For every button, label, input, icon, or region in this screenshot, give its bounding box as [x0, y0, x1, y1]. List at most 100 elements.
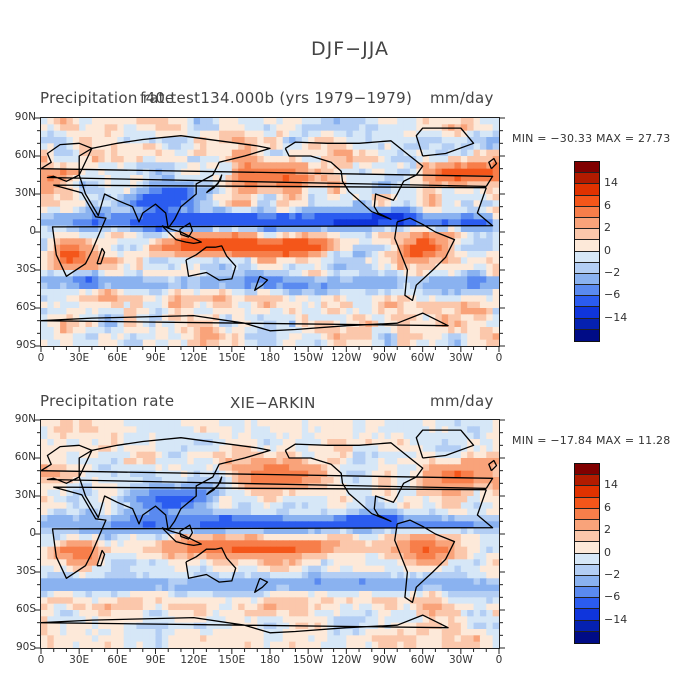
field-cell — [212, 591, 220, 598]
field-cell — [270, 521, 277, 529]
field-cell — [371, 200, 379, 208]
field-cell — [460, 458, 468, 465]
field-cell — [467, 470, 475, 478]
field-cell — [441, 489, 449, 497]
field-cell — [155, 470, 163, 478]
field-cell — [403, 225, 411, 233]
field-cell — [486, 187, 494, 195]
field-cell — [467, 333, 475, 341]
field-cell — [123, 578, 131, 586]
field-cell — [244, 553, 252, 560]
field-cell — [60, 238, 68, 246]
field-cell — [429, 420, 436, 427]
field-cell — [448, 502, 456, 510]
field-cell — [371, 257, 379, 265]
field-cell — [422, 168, 430, 176]
field-cell — [91, 521, 99, 529]
field-cell — [333, 603, 341, 611]
field-cell — [289, 439, 297, 446]
field-cell — [155, 206, 163, 214]
field-cell — [384, 130, 392, 138]
field-cell — [365, 508, 373, 516]
field-cell — [352, 314, 360, 322]
field-cell — [238, 591, 246, 598]
colorbar-swatch — [575, 229, 599, 241]
field-cell — [441, 168, 449, 176]
field-cell — [60, 301, 68, 309]
field-cell — [142, 553, 150, 560]
field-cell — [136, 295, 144, 303]
field-cell — [72, 534, 80, 541]
field-cell — [174, 451, 182, 459]
field-cell — [130, 591, 138, 598]
field-cell — [365, 175, 373, 182]
field-cell — [231, 445, 239, 453]
field-cell — [333, 314, 341, 322]
field-cell — [110, 445, 118, 453]
field-cell — [136, 175, 144, 182]
field-cell — [149, 572, 157, 579]
field-cell — [257, 270, 265, 277]
field-cell — [85, 339, 93, 346]
field-cell — [72, 225, 80, 233]
field-cell — [79, 238, 87, 246]
field-cell — [149, 565, 157, 573]
field-cell — [136, 320, 144, 328]
field-cell — [460, 149, 468, 157]
field-cell — [448, 320, 456, 328]
field-cell — [448, 187, 456, 195]
field-cell — [384, 162, 392, 170]
field-cell — [161, 339, 169, 346]
field-cell — [200, 610, 207, 617]
field-cell — [257, 610, 265, 617]
field-cell — [41, 225, 48, 233]
field-cell — [117, 232, 125, 239]
field-cell — [479, 426, 487, 434]
field-cell — [212, 565, 220, 573]
field-cell — [244, 572, 252, 579]
field-cell — [110, 162, 118, 170]
field-cell — [295, 206, 303, 214]
field-cell — [320, 130, 328, 138]
field-cell — [320, 124, 328, 132]
field-cell — [435, 276, 443, 284]
field-cell — [282, 156, 290, 163]
field-cell — [295, 156, 303, 163]
field-cell — [79, 470, 87, 478]
field-cell — [409, 251, 417, 258]
field-cell — [72, 496, 80, 503]
field-cell — [104, 546, 112, 554]
field-cell — [85, 553, 93, 560]
field-cell — [66, 489, 74, 497]
field-cell — [371, 451, 379, 459]
field-cell — [244, 546, 252, 554]
field-cell — [200, 327, 207, 334]
field-cell — [79, 137, 87, 144]
field-cell — [161, 451, 169, 459]
field-cell — [174, 470, 182, 478]
field-cell — [53, 432, 61, 440]
field-cell — [117, 553, 125, 560]
field-cell — [314, 251, 322, 258]
field-cell — [467, 496, 475, 503]
field-cell — [117, 610, 125, 617]
field-cell — [301, 426, 309, 434]
field-cell — [295, 515, 303, 522]
field-cell — [231, 432, 239, 440]
field-cell — [66, 308, 74, 315]
field-cell — [301, 282, 309, 290]
field-cell — [149, 124, 157, 132]
field-cell — [123, 206, 131, 214]
field-cell — [257, 521, 265, 529]
field-cell — [467, 578, 475, 586]
y-tick-label: 90N — [14, 111, 36, 123]
field-cell — [429, 470, 436, 478]
field-cell — [130, 489, 138, 497]
field-cell — [174, 565, 182, 573]
field-cell — [110, 168, 118, 176]
field-cell — [327, 118, 335, 125]
field-cell — [47, 572, 55, 579]
field-cell — [180, 156, 188, 163]
field-cell — [435, 194, 443, 201]
field-cell — [174, 200, 182, 208]
